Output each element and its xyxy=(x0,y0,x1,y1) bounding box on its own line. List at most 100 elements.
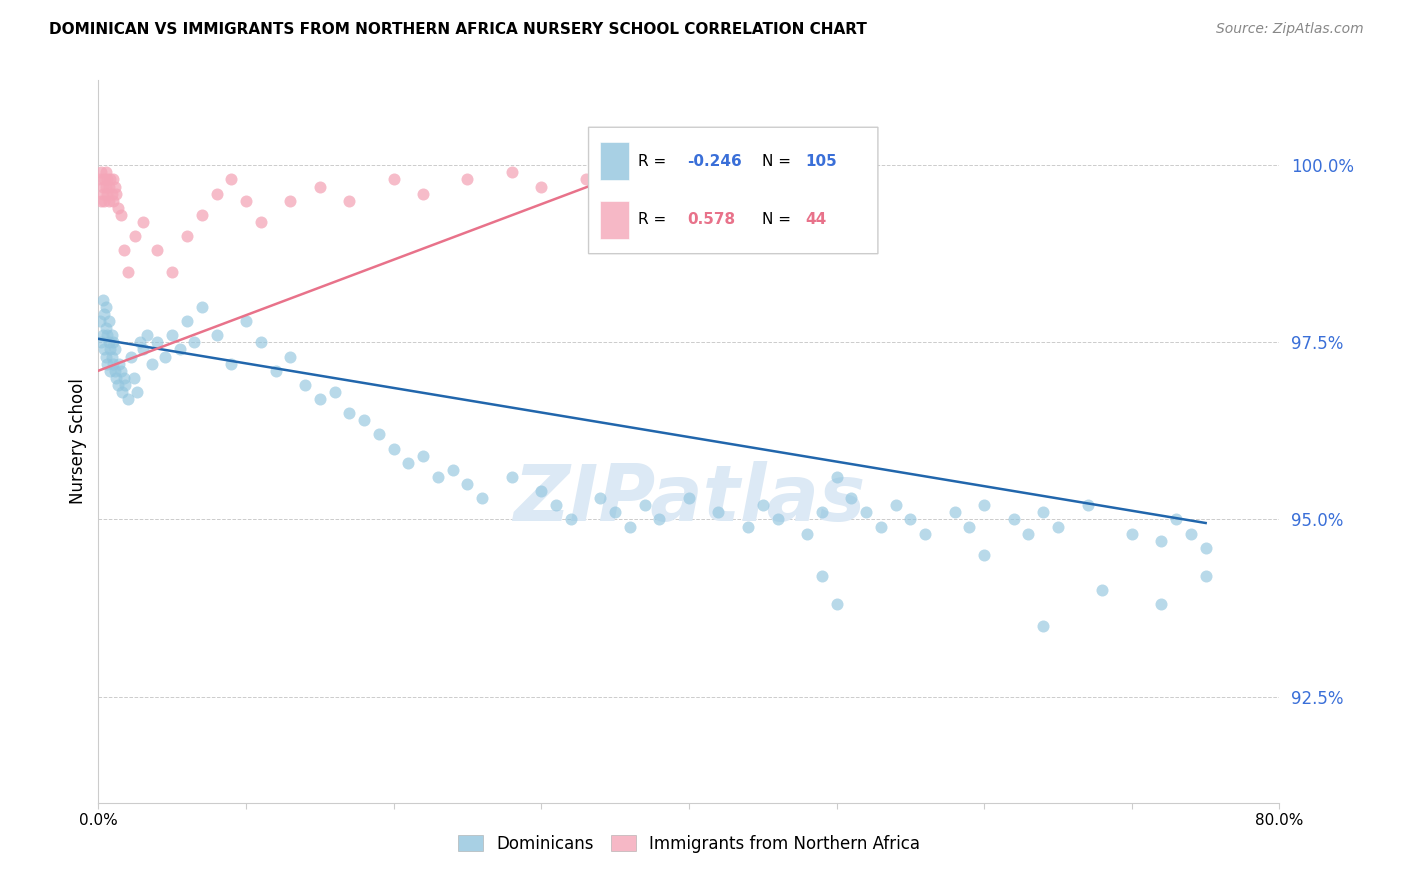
Point xyxy=(89,314,111,328)
Point xyxy=(560,512,582,526)
Point xyxy=(98,364,121,378)
Point xyxy=(98,172,121,186)
Point xyxy=(94,300,117,314)
Point xyxy=(94,179,117,194)
Point xyxy=(105,371,128,385)
Point xyxy=(1166,512,1188,526)
Point xyxy=(501,470,523,484)
Point xyxy=(97,314,120,328)
Point xyxy=(91,186,114,201)
Point xyxy=(93,194,115,208)
Point xyxy=(575,172,598,186)
Point xyxy=(973,548,995,562)
Legend: Dominicans, Immigrants from Northern Africa: Dominicans, Immigrants from Northern Afr… xyxy=(451,828,927,860)
Point xyxy=(141,357,163,371)
Point xyxy=(412,186,434,201)
Point xyxy=(136,328,159,343)
Point xyxy=(737,519,759,533)
Point xyxy=(309,179,332,194)
Point xyxy=(120,350,142,364)
Point xyxy=(678,491,700,506)
Point xyxy=(530,179,553,194)
Point xyxy=(1077,498,1099,512)
Point xyxy=(398,456,420,470)
Point xyxy=(382,442,405,456)
Point xyxy=(323,384,346,399)
Point xyxy=(825,598,848,612)
Point xyxy=(103,194,125,208)
Point xyxy=(110,364,132,378)
Point xyxy=(619,519,641,533)
Point xyxy=(412,449,434,463)
Point xyxy=(1091,583,1114,598)
Point xyxy=(235,314,257,328)
Point xyxy=(103,335,125,350)
Point xyxy=(94,165,117,179)
Point xyxy=(605,165,627,179)
Point xyxy=(112,371,135,385)
Point xyxy=(634,158,657,172)
Point xyxy=(1150,533,1173,548)
Point xyxy=(114,377,136,392)
Point xyxy=(90,335,112,350)
Point xyxy=(752,498,775,512)
Point xyxy=(1195,569,1218,583)
Point xyxy=(280,194,302,208)
Point xyxy=(1032,505,1054,519)
Point xyxy=(162,264,183,278)
Point xyxy=(91,179,114,194)
Point xyxy=(634,498,657,512)
Point xyxy=(1150,598,1173,612)
Point xyxy=(457,477,479,491)
Point xyxy=(221,357,243,371)
Point xyxy=(471,491,494,506)
Point xyxy=(309,392,332,406)
Point xyxy=(1195,541,1218,555)
Point xyxy=(766,512,789,526)
Point xyxy=(103,357,125,371)
Point xyxy=(810,569,832,583)
Point xyxy=(205,328,228,343)
Point xyxy=(884,498,907,512)
Text: ZIPatlas: ZIPatlas xyxy=(513,461,865,537)
Point xyxy=(104,364,127,378)
Point xyxy=(169,343,191,357)
Point xyxy=(107,201,129,215)
Point xyxy=(205,186,228,201)
Point xyxy=(235,194,257,208)
Point xyxy=(96,186,118,201)
Point xyxy=(294,377,316,392)
Point xyxy=(93,343,115,357)
Point xyxy=(1032,618,1054,632)
Text: Source: ZipAtlas.com: Source: ZipAtlas.com xyxy=(1216,22,1364,37)
Point xyxy=(501,165,523,179)
Point xyxy=(94,321,117,335)
Point xyxy=(441,463,464,477)
Point xyxy=(914,526,936,541)
Point xyxy=(707,505,730,519)
Point xyxy=(796,526,818,541)
Point xyxy=(1121,526,1143,541)
Point xyxy=(825,470,848,484)
Point xyxy=(96,357,118,371)
Point xyxy=(1046,519,1070,533)
Point xyxy=(339,406,361,420)
Point xyxy=(546,498,568,512)
Point xyxy=(457,172,479,186)
Point xyxy=(183,335,205,350)
Point xyxy=(100,350,122,364)
Point xyxy=(162,328,183,343)
Point xyxy=(221,172,243,186)
Point xyxy=(100,328,122,343)
Point xyxy=(108,357,131,371)
Point xyxy=(104,343,127,357)
Point xyxy=(250,215,273,229)
Point xyxy=(264,364,287,378)
Point xyxy=(810,505,832,519)
Point xyxy=(91,328,114,343)
Point xyxy=(93,172,115,186)
Point xyxy=(589,491,612,506)
Point xyxy=(427,470,450,484)
Point xyxy=(112,244,135,258)
Point xyxy=(104,179,127,194)
